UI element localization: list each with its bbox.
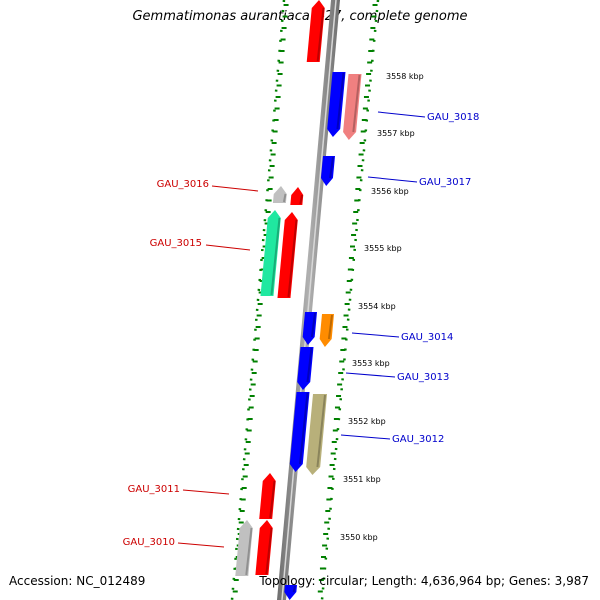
- gene-leader-line: [345, 372, 396, 378]
- gene-feature-arrow[interactable]: [302, 312, 317, 345]
- gene-feature-arrow[interactable]: [235, 520, 253, 576]
- gene-label-gau-3015[interactable]: GAU_3015: [150, 238, 202, 249]
- gene-feature-arrow[interactable]: [289, 392, 310, 472]
- gene-feature-shade: [269, 480, 276, 519]
- gene-feature-shade: [265, 527, 273, 575]
- gene-features: [235, 0, 362, 600]
- kbp-label: 3557 kbp: [377, 129, 415, 138]
- gene-feature-shade: [299, 194, 303, 205]
- gene-feature-shade: [292, 585, 296, 593]
- kbp-label: 3552 kbp: [348, 417, 386, 426]
- gene-feature-shade: [287, 219, 298, 298]
- gene-feature-shade: [316, 394, 326, 468]
- kbp-label: 3550 kbp: [340, 533, 378, 542]
- gene-feature-shade: [329, 156, 334, 179]
- gene-feature-shade: [282, 193, 287, 203]
- gene-feature-arrow[interactable]: [259, 473, 276, 519]
- accession-label: Accession: NC_012489: [9, 574, 146, 588]
- topology-label: Topology: circular; Length: 4,636,964 bp…: [259, 574, 589, 588]
- gene-feature-arrow[interactable]: [290, 187, 304, 205]
- kbp-label: 3555 kbp: [364, 244, 402, 253]
- gene-leader-line: [205, 244, 251, 251]
- gene-leader-line: [377, 111, 426, 118]
- gene-leader-line: [211, 185, 259, 192]
- gene-feature-arrow[interactable]: [343, 74, 362, 140]
- kbp-label: 3553 kbp: [352, 359, 390, 368]
- gene-feature-arrow[interactable]: [306, 0, 325, 62]
- map-title: Gemmatimonas aurantiaca T-27, complete g…: [132, 9, 468, 24]
- gene-feature-arrow[interactable]: [272, 186, 287, 203]
- gene-feature-shade: [270, 217, 281, 296]
- gene-feature-shade: [299, 392, 309, 465]
- gene-feature-arrow[interactable]: [327, 72, 346, 137]
- kbp-label: 3551 kbp: [343, 475, 381, 484]
- gene-feature-shade: [306, 347, 313, 383]
- gene-feature-arrow[interactable]: [260, 210, 281, 296]
- gene-label-gau-3013[interactable]: GAU_3013: [397, 372, 449, 383]
- gene-leader-line: [182, 489, 230, 495]
- kbp-label: 3554 kbp: [358, 302, 396, 311]
- gene-feature-arrow[interactable]: [319, 314, 334, 347]
- gene-feature-arrow[interactable]: [255, 520, 273, 575]
- gene-label-gau-3017[interactable]: GAU_3017: [419, 177, 471, 188]
- backbone-highlight: [281, 0, 337, 600]
- gene-label-gau-3011[interactable]: GAU_3011: [128, 484, 180, 495]
- gene-leader-line: [177, 542, 225, 548]
- gene-feature-arrow[interactable]: [284, 585, 297, 600]
- gene-feature-arrow[interactable]: [297, 347, 314, 390]
- gene-label-gau-3012[interactable]: GAU_3012: [392, 434, 444, 445]
- gene-feature-arrow[interactable]: [306, 394, 327, 475]
- gene-feature-shade: [327, 314, 333, 340]
- inner-ring-dotted: [230, 0, 286, 600]
- ring-tick-marks: [232, 4, 378, 593]
- gene-feature-shade: [352, 74, 361, 133]
- gene-feature-shade: [316, 7, 325, 62]
- gene-label-gau-3010[interactable]: GAU_3010: [123, 537, 175, 548]
- gene-feature-arrow[interactable]: [320, 156, 335, 186]
- gene-label-gau-3018[interactable]: GAU_3018: [427, 112, 479, 123]
- gene-label-gau-3014[interactable]: GAU_3014: [401, 332, 453, 343]
- outer-ring-dotted: [320, 0, 380, 600]
- gene-label-gau-3016[interactable]: GAU_3016: [157, 179, 209, 190]
- gene-feature-shade: [310, 312, 316, 338]
- gene-leader-line: [367, 176, 418, 183]
- gene-leader-line: [351, 332, 400, 338]
- gene-feature-arrow[interactable]: [277, 212, 298, 298]
- kbp-label: 3556 kbp: [371, 187, 409, 196]
- gene-feature-shade: [245, 527, 253, 576]
- gene-feature-shade: [336, 72, 345, 130]
- gene-leader-line: [340, 434, 391, 440]
- kbp-label: 3558 kbp: [386, 72, 424, 81]
